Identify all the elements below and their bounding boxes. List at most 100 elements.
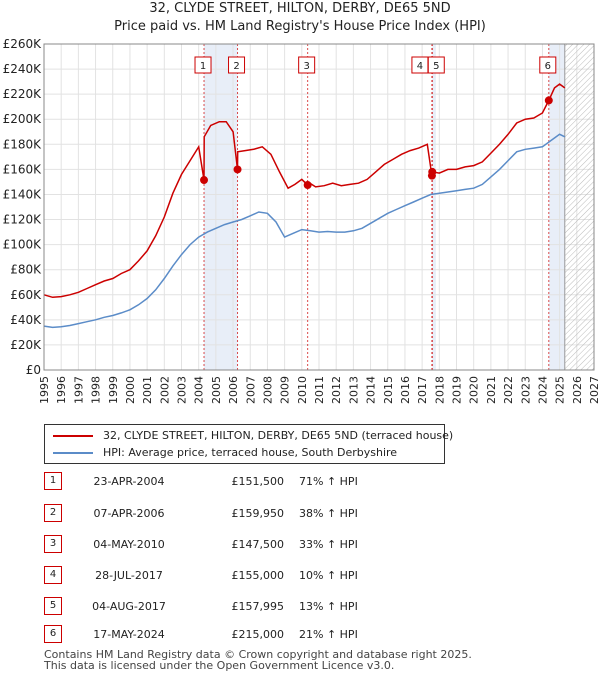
x-tick-label: 1999 bbox=[107, 376, 120, 404]
property-series-line bbox=[43, 83, 566, 299]
x-tick-label: 1996 bbox=[55, 376, 68, 404]
sale-label: 2 bbox=[228, 56, 246, 74]
x-tick-label: 2006 bbox=[227, 376, 240, 404]
sale-label-text: 3 bbox=[303, 61, 309, 72]
transaction-hpi: 10% ↑ HPI bbox=[299, 569, 358, 582]
x-tick-label: 2004 bbox=[193, 376, 206, 404]
sale-label-box bbox=[298, 56, 316, 74]
legend-item-hpi: HPI: Average price, terraced house, Sout… bbox=[53, 444, 397, 461]
sale-label-box bbox=[427, 56, 445, 74]
x-tick-label: 2026 bbox=[571, 376, 584, 404]
y-tick-label: £100K bbox=[3, 238, 43, 252]
y-tick-label: £60K bbox=[10, 288, 42, 302]
footer-attribution: Contains HM Land Registry data © Crown c… bbox=[44, 649, 472, 671]
sale-label-text: 6 bbox=[545, 61, 551, 72]
legend: 32, CLYDE STREET, HILTON, DERBY, DE65 5N… bbox=[44, 424, 453, 464]
x-tick-label: 2000 bbox=[124, 376, 137, 404]
x-tick-label: 1998 bbox=[90, 376, 103, 404]
y-tick-label: £200K bbox=[3, 112, 43, 126]
x-tick-label: 2024 bbox=[536, 376, 549, 404]
x-tick-label: 2005 bbox=[210, 376, 223, 404]
x-tick-label: 2010 bbox=[296, 376, 309, 404]
sale-marker bbox=[303, 181, 312, 190]
x-tick-label: 2022 bbox=[502, 376, 515, 404]
transaction-date: 04-MAY-2010 bbox=[93, 538, 165, 551]
sale-label-text: 5 bbox=[433, 61, 439, 72]
y-tick-label: £140K bbox=[3, 187, 43, 201]
footer-line-1: Contains HM Land Registry data © Crown c… bbox=[44, 648, 472, 661]
transaction-price: £151,500 bbox=[231, 475, 285, 488]
transaction-hpi: 21% ↑ HPI bbox=[299, 628, 358, 641]
sale-marker bbox=[233, 165, 242, 174]
transaction-date: 28-JUL-2017 bbox=[95, 569, 163, 582]
transaction-number: 4 bbox=[44, 566, 62, 584]
transaction-date: 07-APR-2006 bbox=[93, 507, 165, 520]
sale-label-text: 4 bbox=[417, 61, 423, 72]
transaction-price: £155,000 bbox=[231, 569, 285, 582]
transaction-hpi: 13% ↑ HPI bbox=[299, 600, 358, 613]
x-tick-label: 2023 bbox=[519, 376, 532, 404]
transaction-hpi: 71% ↑ HPI bbox=[299, 475, 358, 488]
table-row: 6 17-MAY-2024 £215,000 21% ↑ HPI bbox=[44, 625, 444, 645]
forecast-hatch bbox=[564, 44, 594, 370]
chart-subtitle: Price paid vs. HM Land Registry's House … bbox=[114, 19, 486, 34]
transaction-date: 23-APR-2004 bbox=[93, 475, 165, 488]
y-tick-label: £120K bbox=[3, 213, 43, 227]
x-tick-label: 2021 bbox=[485, 376, 498, 404]
transaction-price: £157,995 bbox=[231, 600, 285, 613]
transaction-date: 17-MAY-2024 bbox=[93, 628, 165, 641]
sale-label-box bbox=[228, 56, 246, 74]
x-tick-label: 2007 bbox=[244, 376, 257, 404]
x-tick-label: 2012 bbox=[330, 376, 343, 404]
transaction-hpi: 38% ↑ HPI bbox=[299, 507, 358, 520]
y-tick-label: £220K bbox=[3, 87, 43, 101]
transaction-hpi: 33% ↑ HPI bbox=[299, 538, 358, 551]
x-tick-label: 2011 bbox=[313, 376, 326, 404]
y-tick-label: £260K bbox=[3, 37, 43, 51]
x-tick-label: 2018 bbox=[433, 376, 446, 404]
chart-title-block: 32, CLYDE STREET, HILTON, DERBY, DE65 5N… bbox=[0, 0, 600, 36]
sale-label: 4 bbox=[411, 56, 429, 74]
x-tick-label: 2015 bbox=[382, 376, 395, 404]
legend-swatch-property bbox=[53, 435, 93, 437]
shaded-period bbox=[548, 44, 565, 370]
x-tick-label: 2025 bbox=[554, 376, 567, 404]
legend-label-hpi: HPI: Average price, terraced house, Sout… bbox=[103, 446, 398, 459]
y-tick-label: £240K bbox=[3, 62, 43, 76]
sale-marker bbox=[200, 176, 209, 185]
shaded-period bbox=[204, 44, 238, 370]
transaction-number: 6 bbox=[44, 625, 62, 643]
y-tick-label: £40K bbox=[10, 313, 42, 327]
x-tick-label: 2002 bbox=[158, 376, 171, 404]
legend-item-property: 32, CLYDE STREET, HILTON, DERBY, DE65 5N… bbox=[53, 427, 453, 444]
x-tick-label: 2003 bbox=[176, 376, 189, 404]
y-tick-label: £80K bbox=[10, 263, 42, 277]
sale-marker bbox=[428, 167, 437, 176]
sale-label-box bbox=[539, 56, 557, 74]
x-tick-label: 2009 bbox=[279, 376, 292, 404]
hpi-series-line bbox=[43, 133, 566, 329]
transaction-price: £215,000 bbox=[231, 628, 285, 641]
sale-label: 1 bbox=[194, 56, 212, 74]
x-tick-label: 2027 bbox=[588, 376, 600, 404]
y-tick-label: £0 bbox=[26, 363, 41, 377]
sale-label-box bbox=[194, 56, 212, 74]
x-tick-label: 2001 bbox=[141, 376, 154, 404]
transaction-date: 04-AUG-2017 bbox=[92, 600, 166, 613]
transaction-price: £159,950 bbox=[231, 507, 285, 520]
y-tick-label: £160K bbox=[3, 162, 43, 176]
table-row: 2 07-APR-2006 £159,950 38% ↑ HPI bbox=[44, 504, 444, 524]
shaded-period bbox=[432, 44, 436, 370]
footer-line-2: This data is licensed under the Open Gov… bbox=[44, 659, 395, 672]
sale-label-text: 1 bbox=[200, 61, 206, 72]
table-row: 3 04-MAY-2010 £147,500 33% ↑ HPI bbox=[44, 535, 444, 555]
table-row: 5 04-AUG-2017 £157,995 13% ↑ HPI bbox=[44, 597, 444, 617]
transaction-number: 3 bbox=[44, 535, 62, 553]
table-row: 1 23-APR-2004 £151,500 71% ↑ HPI bbox=[44, 472, 444, 492]
x-tick-label: 2019 bbox=[451, 376, 464, 404]
transaction-number: 5 bbox=[44, 597, 62, 615]
transaction-number: 1 bbox=[44, 472, 62, 490]
table-row: 4 28-JUL-2017 £155,000 10% ↑ HPI bbox=[44, 566, 444, 586]
chart-title: 32, CLYDE STREET, HILTON, DERBY, DE65 5N… bbox=[149, 1, 451, 16]
